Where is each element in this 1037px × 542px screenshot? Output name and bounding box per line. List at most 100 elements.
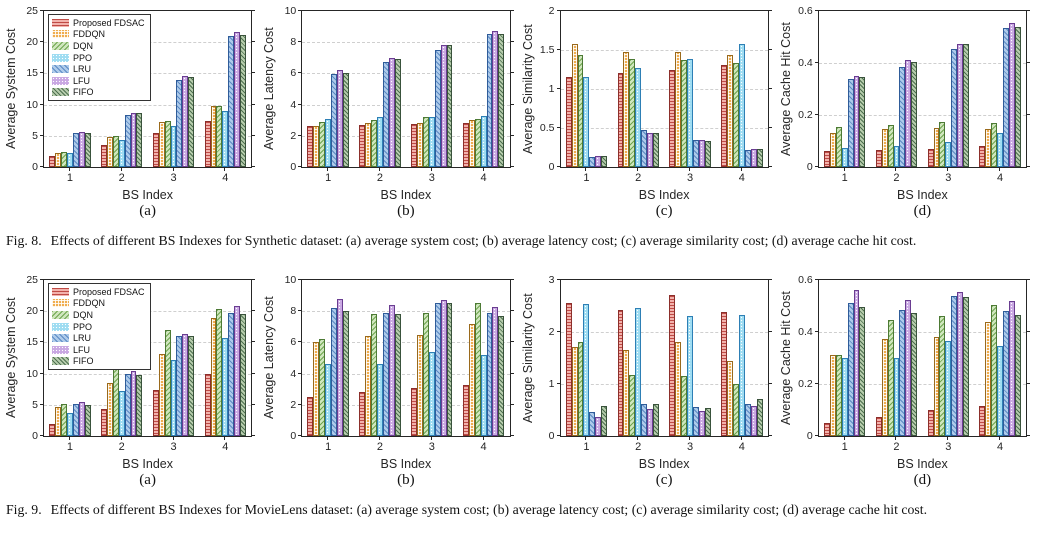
bar-lfu-bs1 — [78, 402, 85, 436]
y-tick-mark — [251, 372, 256, 374]
y-tick-mark — [509, 372, 514, 374]
bar-groups — [44, 280, 251, 436]
y-tick-mark — [556, 330, 561, 332]
bar-ppo-bs3 — [945, 341, 952, 436]
y-tick-label: 0.6 — [798, 274, 813, 286]
y-tick-mark — [251, 279, 256, 280]
y-tick-mark — [40, 134, 44, 136]
bar-proposed-fdsac-bs1 — [565, 77, 572, 167]
x-tick-mark — [895, 167, 897, 171]
bar-fifo-bs3 — [963, 296, 969, 436]
bar-dqn-bs4 — [474, 118, 481, 167]
grid-line — [560, 384, 768, 385]
bar-dqn-bs1 — [61, 404, 67, 436]
bar-ppo-bs1 — [325, 118, 332, 167]
bar-group-bs3 — [406, 11, 458, 167]
y-tick-label: 0 — [32, 161, 38, 173]
legend-entry-ppo: PPO — [52, 52, 145, 64]
y-tick-mark — [814, 10, 819, 11]
bar-group-bs2 — [354, 280, 406, 436]
y-tick-mark — [556, 279, 561, 280]
y-tick-mark — [40, 341, 44, 343]
bar-proposed-fdsac-bs4 — [721, 64, 728, 167]
x-tick-mark — [843, 436, 845, 440]
y-tick-label: 0 — [806, 430, 813, 442]
y-tick-label: 4 — [290, 367, 297, 380]
bar-group-bs4 — [974, 280, 1026, 436]
y-tick-label: 25 — [26, 5, 38, 17]
bar-proposed-fdsac-bs3 — [669, 69, 676, 167]
bar-lfu-bs1 — [337, 69, 343, 167]
plot-area: 0 0.2 0.4 0.6 1 2 3 4 — [798, 275, 1030, 453]
bar-fddqn-bs2 — [623, 52, 630, 167]
bar-groups — [819, 280, 1026, 436]
y-tick-label: 0 — [290, 430, 297, 442]
subfigure-label-a: (a) — [139, 472, 156, 488]
bar-groups — [302, 11, 509, 167]
bar-lfu-bs4 — [492, 306, 499, 436]
bar-ppo-bs3 — [428, 351, 435, 436]
bar-ppo-bs3 — [687, 59, 693, 167]
x-tick-label: 3 — [428, 172, 435, 184]
bar-fifo-bs4 — [498, 34, 505, 167]
bar-group-bs2 — [871, 11, 923, 167]
bar-ppo-bs2 — [893, 146, 900, 167]
y-tick-mark — [251, 41, 256, 43]
bar-lfu-bs1 — [337, 298, 343, 436]
bar-fddqn-bs3 — [417, 122, 423, 167]
bar-fifo-bs4 — [498, 315, 505, 436]
bar-groups — [819, 11, 1026, 167]
x-tick-mark — [947, 167, 949, 171]
bar-dqn-bs1 — [577, 54, 584, 167]
bar-ppo-bs4 — [222, 338, 229, 436]
bar-groups — [44, 11, 251, 167]
chart-fig-8-b: Average Latency Cost 0 2 4 6 8 10 1 2 3 4 BS Index(… — [260, 4, 518, 222]
bar-dqn-bs2 — [629, 374, 636, 436]
bar-dqn-bs1 — [61, 152, 67, 167]
legend-entry-lfu: LFU — [52, 75, 145, 87]
y-tick-mark — [509, 10, 514, 11]
y-tick-mark — [298, 41, 303, 43]
y-tick-mark — [40, 279, 44, 280]
y-tick-mark — [509, 134, 514, 136]
bar-lru-bs3 — [951, 295, 958, 436]
bar-fddqn-bs3 — [675, 52, 682, 167]
bar-lfu-bs2 — [130, 371, 137, 436]
bar-group-bs4 — [974, 11, 1026, 167]
bar-proposed-fdsac-bs4 — [462, 384, 469, 436]
bar-lfu-bs2 — [905, 60, 912, 167]
y-tick-mark — [767, 88, 772, 89]
bar-ppo-bs1 — [583, 76, 590, 167]
y-tick-mark — [1026, 435, 1030, 436]
bar-lru-bs4 — [228, 35, 235, 167]
bar-fifo-bs2 — [652, 132, 659, 167]
y-tick-mark — [814, 166, 819, 167]
y-tick-mark — [298, 372, 303, 374]
legend: Proposed FDSAC FDDQN DQN PPO LRU LFU FIFO — [48, 14, 151, 102]
y-tick-mark — [814, 330, 819, 332]
grid-line — [302, 342, 510, 344]
legend-swatch-lfu — [52, 76, 69, 85]
x-tick-mark — [224, 436, 226, 440]
chart-fig-9-a: Average System Cost 0 5 10 15 20 25 1 2 3 4 Propose… — [2, 273, 260, 491]
bar-lru-bs3 — [951, 48, 958, 167]
y-tick-mark — [251, 166, 256, 167]
x-tick-label: 4 — [738, 441, 745, 453]
bar-lfu-bs2 — [130, 112, 137, 167]
y-tick-mark — [40, 41, 44, 43]
y-tick-mark — [298, 166, 303, 167]
bar-dqn-bs3 — [681, 60, 688, 167]
y-tick-mark — [509, 279, 514, 280]
y-tick-mark — [40, 403, 44, 405]
bar-lru-bs4 — [744, 149, 751, 167]
bar-proposed-fdsac-bs4 — [462, 122, 469, 167]
legend-entry-dqn: DQN — [52, 309, 145, 321]
x-tick-mark — [430, 167, 432, 171]
bar-fddqn-bs1 — [313, 125, 320, 167]
x-tick-mark — [172, 436, 174, 440]
bar-fifo-bs4 — [1014, 315, 1021, 436]
y-tick-label: 0 — [32, 430, 38, 442]
y-tick-mark — [767, 279, 772, 280]
legend-label: FIFO — [73, 87, 94, 98]
bar-proposed-fdsac-bs1 — [307, 397, 314, 436]
